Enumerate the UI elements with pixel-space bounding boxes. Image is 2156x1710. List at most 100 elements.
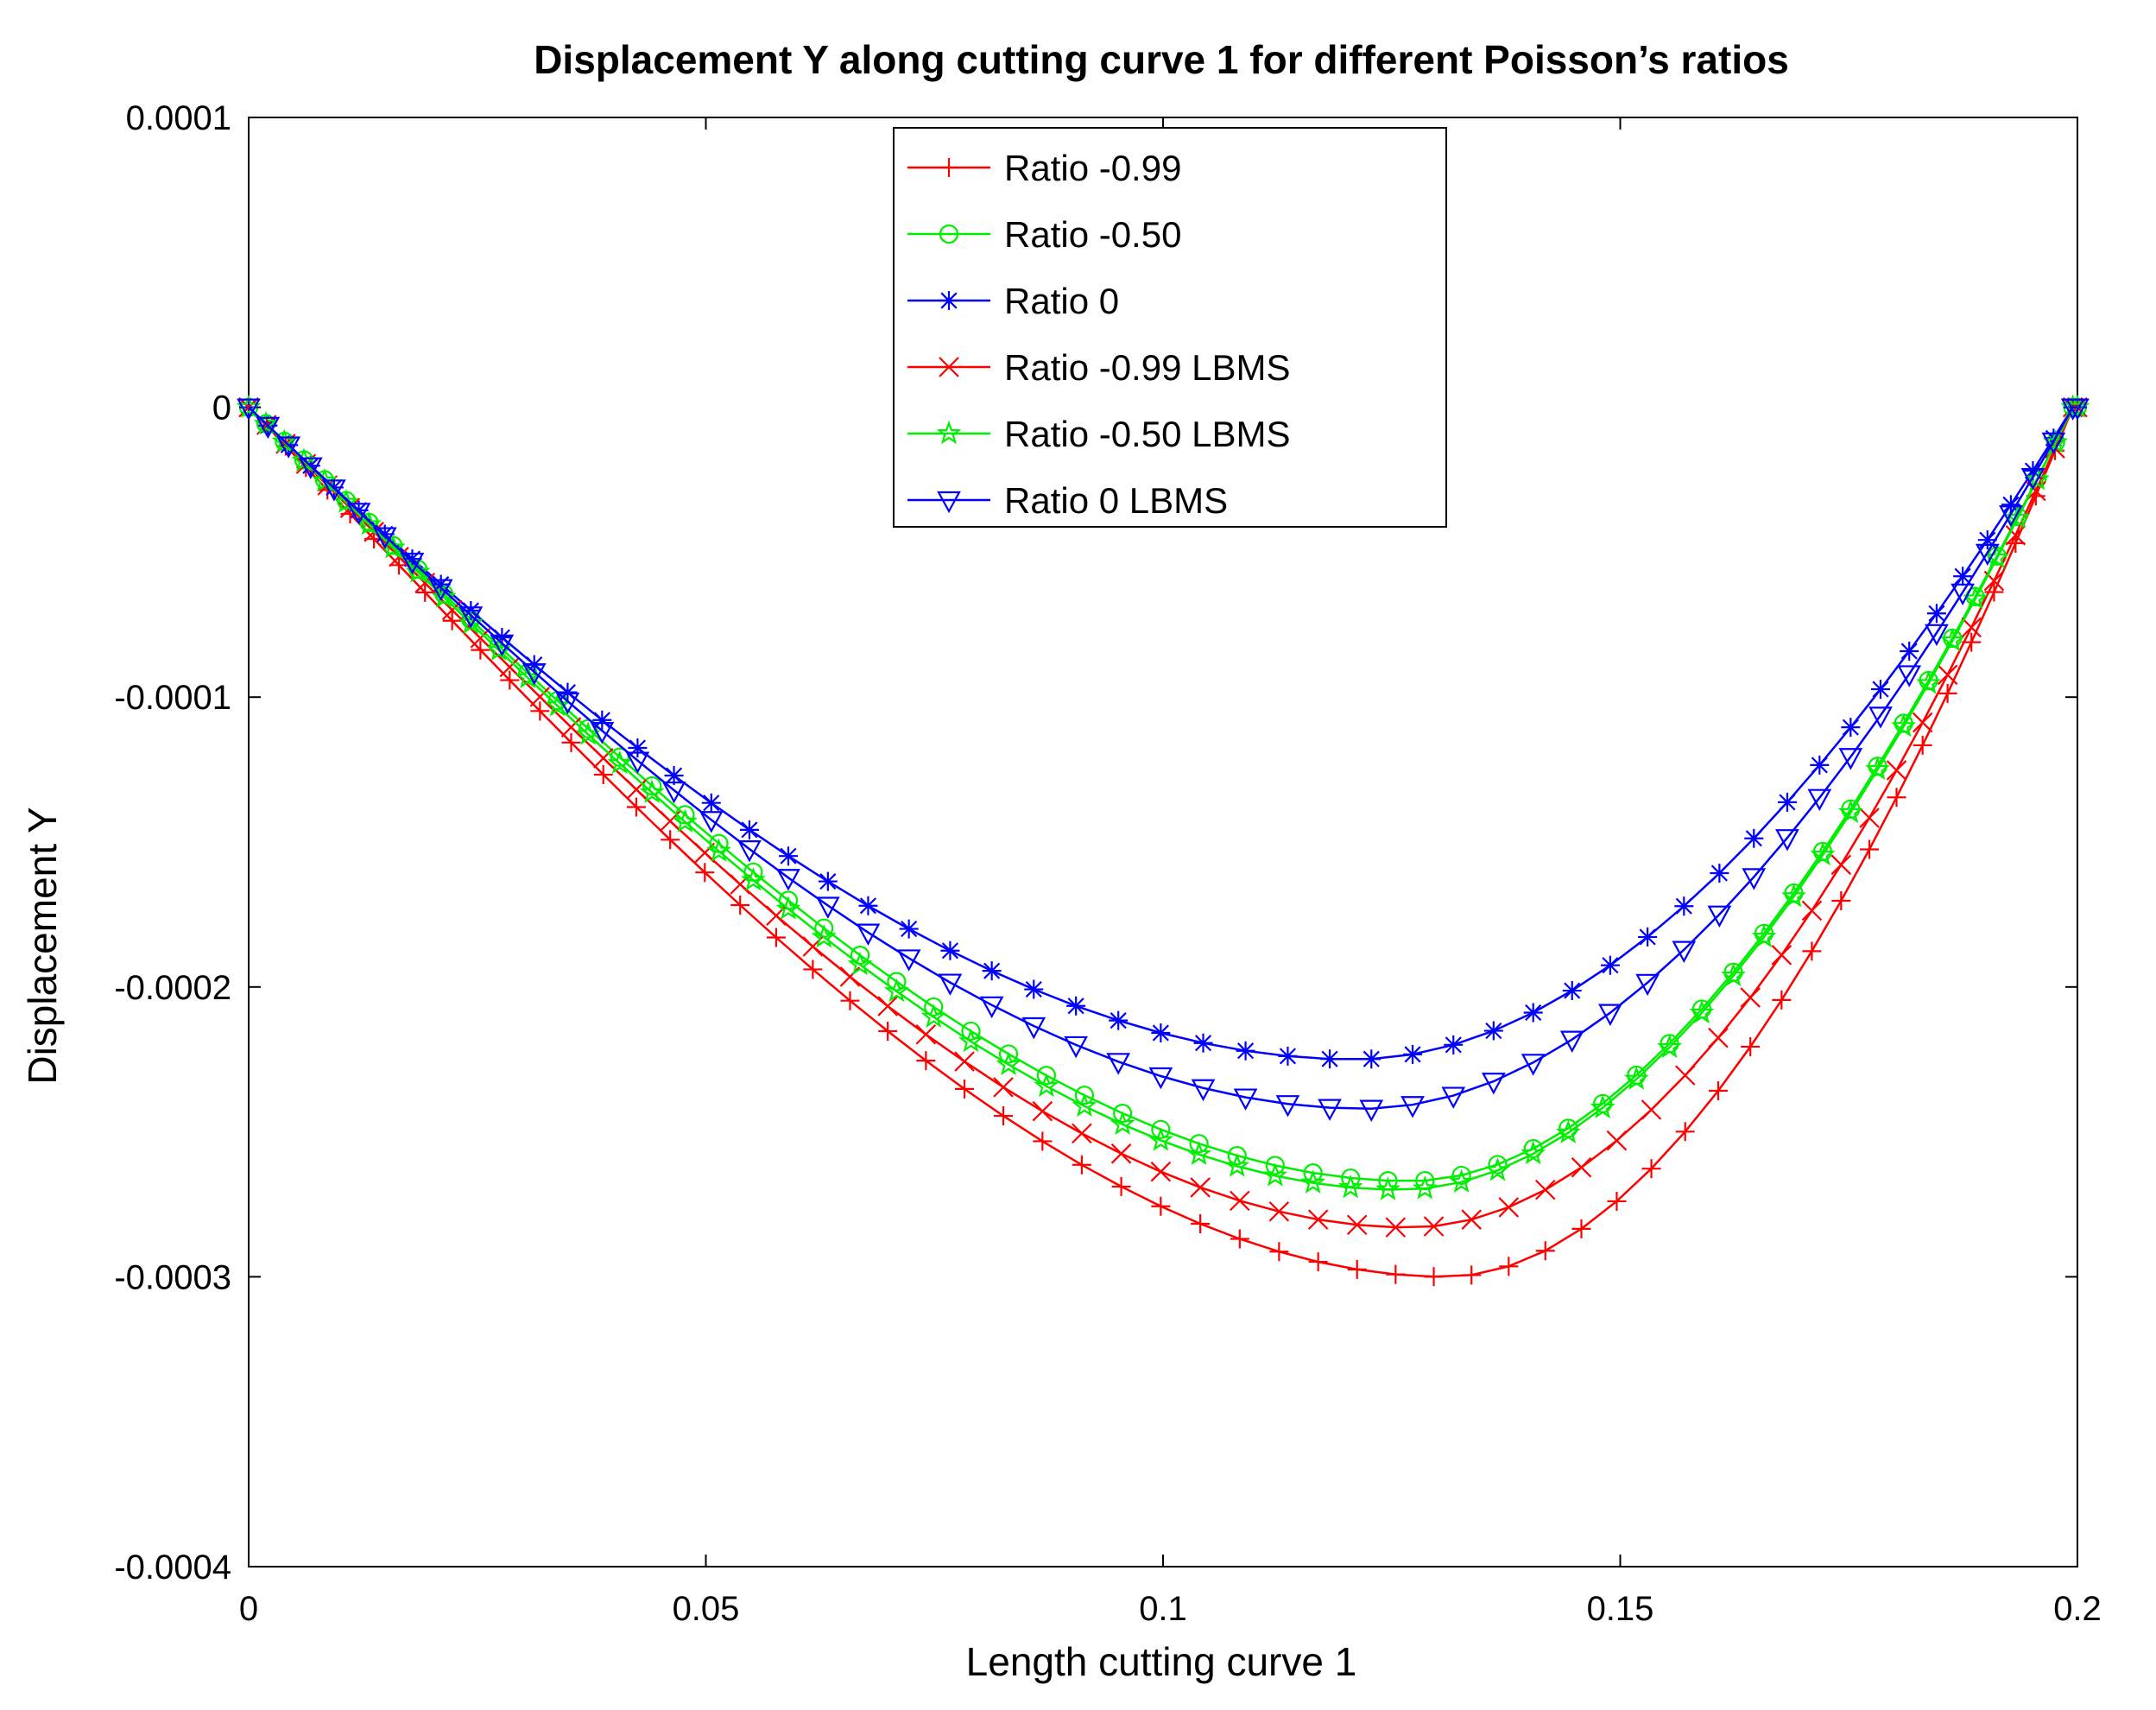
x-marker — [1346, 1214, 1368, 1236]
plus-marker — [1072, 1155, 1091, 1175]
star-marker — [847, 951, 873, 976]
triangle-down-marker — [1106, 1053, 1131, 1075]
star-marker — [706, 838, 732, 862]
triangle-down-marker — [1742, 868, 1767, 890]
plus-marker — [695, 863, 715, 883]
x-marker — [1190, 1177, 1211, 1198]
asterisk-marker — [492, 628, 512, 648]
triangle-down-marker — [276, 436, 301, 459]
x-marker — [1830, 854, 1852, 876]
star-marker — [1412, 1175, 1438, 1200]
star-marker — [1781, 884, 1806, 908]
triangle-down-marker — [1233, 1088, 1258, 1111]
x-marker — [1674, 1065, 1696, 1086]
plus-marker — [1033, 1131, 1053, 1151]
triangle-down-marker — [1897, 665, 1922, 687]
triangle-down-marker — [1021, 1016, 1046, 1040]
triangle-down-marker — [1838, 748, 1863, 770]
legend-label: Ratio -0.50 LBMS — [1004, 414, 1291, 454]
plus-marker — [1860, 839, 1880, 859]
star-marker — [958, 1028, 983, 1053]
plus-marker — [1462, 1265, 1482, 1285]
series-line — [248, 406, 2077, 1278]
plus-marker — [955, 1079, 975, 1099]
asterisk-marker — [664, 766, 684, 786]
triangle-down-marker — [816, 896, 840, 919]
asterisk-marker — [402, 549, 422, 569]
circle-marker — [1036, 1066, 1056, 1086]
asterisk-marker — [1278, 1046, 1298, 1066]
asterisk-marker — [1900, 641, 1919, 661]
x-marker — [1571, 1156, 1592, 1178]
plus-marker — [878, 1021, 898, 1041]
triangle-down-marker — [938, 973, 963, 996]
plus-marker — [1607, 1191, 1627, 1211]
x-marker — [939, 357, 959, 377]
x-tick-label: 0 — [239, 1590, 258, 1628]
plus-marker — [1535, 1241, 1555, 1261]
asterisk-marker — [375, 524, 395, 544]
star-marker — [1186, 1141, 1211, 1165]
triangle-down-marker — [428, 579, 453, 602]
plus-marker — [1111, 1176, 1131, 1196]
x-marker — [1961, 617, 1982, 638]
asterisk-marker — [939, 291, 958, 310]
asterisk-marker — [2001, 495, 2020, 515]
x-marker — [1859, 808, 1880, 828]
asterisk-marker — [1926, 604, 1946, 624]
legend-box — [893, 127, 1447, 528]
circle-marker — [1227, 1146, 1247, 1166]
asterisk-marker — [628, 738, 648, 757]
y-tick-label: -0.0004 — [114, 1548, 231, 1586]
star-marker — [1449, 1168, 1474, 1194]
star-marker — [1072, 1092, 1097, 1118]
legend-entry: Ratio 0 — [907, 281, 1119, 321]
triangle-down-marker — [1148, 1067, 1173, 1090]
triangle-down-marker — [1999, 505, 2023, 528]
asterisk-marker — [1109, 1010, 1129, 1030]
triangle-down-marker — [298, 457, 323, 480]
legend-label: Ratio -0.99 — [1004, 148, 1181, 188]
triangle-down-marker — [1400, 1096, 1425, 1118]
circle-marker — [1303, 1163, 1323, 1183]
x-marker — [499, 656, 521, 678]
x-marker — [1937, 664, 1958, 686]
asterisk-marker — [1871, 680, 1890, 700]
x-marker — [1385, 1217, 1407, 1238]
triangle-down-marker — [1359, 1099, 1384, 1122]
plus-marker — [1269, 1242, 1289, 1262]
x-marker — [1268, 1200, 1290, 1222]
x-marker — [993, 1077, 1014, 1098]
plus-marker — [1708, 1081, 1728, 1100]
x-marker — [560, 717, 582, 738]
asterisk-marker — [1674, 896, 1694, 916]
x-tick-label: 0.15 — [1587, 1590, 1654, 1628]
x-axis-label: Length cutting curve 1 — [966, 1639, 1357, 1684]
star-marker — [740, 867, 766, 891]
chart-title: Displacement Y along cutting curve 1 for… — [534, 37, 1789, 82]
triangle-down-marker — [490, 634, 515, 657]
triangle-down-marker — [776, 869, 800, 891]
asterisk-marker — [701, 793, 721, 813]
plus-marker — [1938, 683, 1957, 703]
plus-marker — [803, 960, 823, 979]
asterisk-marker — [1403, 1044, 1423, 1064]
star-marker — [1375, 1176, 1400, 1200]
x-marker — [1461, 1209, 1482, 1230]
star-marker — [1984, 544, 2010, 569]
plus-marker — [1802, 941, 1822, 961]
x-marker — [1110, 1143, 1132, 1164]
star-marker — [2025, 466, 2050, 491]
asterisk-marker — [1562, 981, 1582, 1001]
triangle-down-marker — [1951, 583, 1975, 606]
triangle-down-marker — [661, 781, 686, 804]
asterisk-marker — [779, 846, 799, 866]
plus-marker — [1772, 990, 1792, 1010]
triangle-down-marker — [322, 479, 346, 502]
asterisk-marker — [1193, 1033, 1213, 1053]
triangle-down-marker — [1275, 1095, 1300, 1118]
series-6 — [237, 398, 2090, 1122]
triangle-down-marker — [346, 503, 371, 525]
plus-marker — [1499, 1257, 1519, 1276]
x-marker — [1912, 712, 1933, 733]
